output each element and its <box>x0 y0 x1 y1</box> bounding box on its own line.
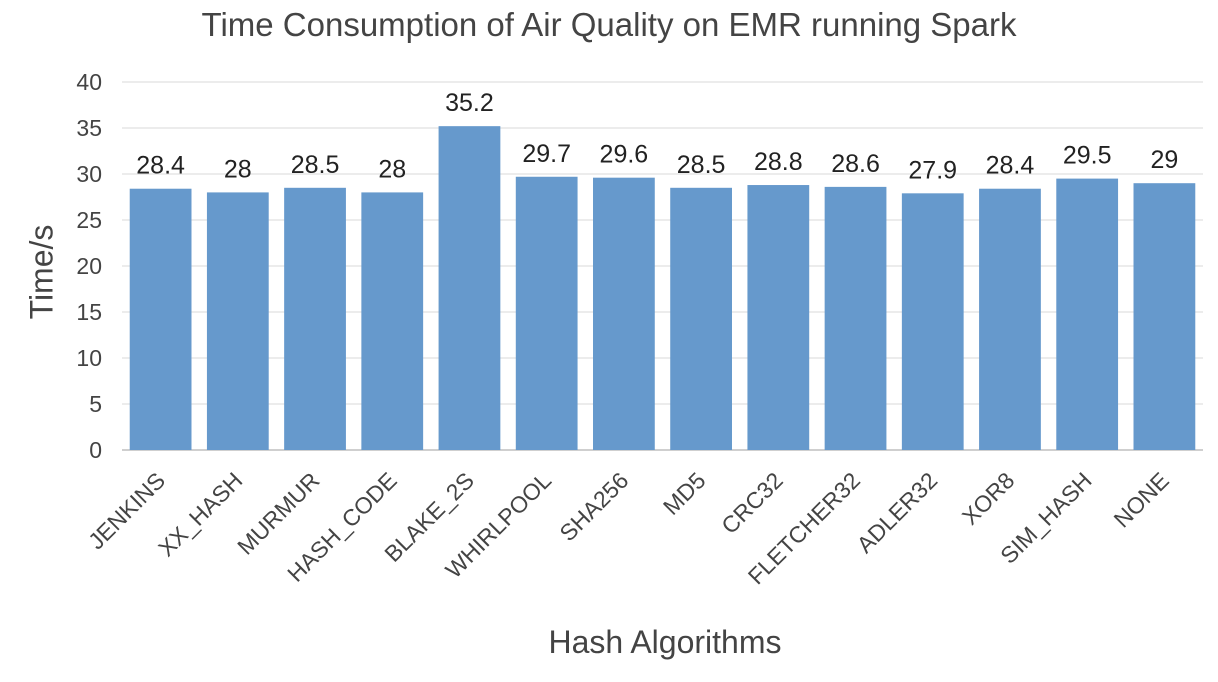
x-tick-label: MD5 <box>658 467 711 520</box>
data-label: 28 <box>378 155 406 183</box>
data-label: 28.5 <box>677 151 726 179</box>
y-tick-label: 20 <box>76 253 102 279</box>
bar <box>747 185 810 451</box>
bar <box>129 188 192 450</box>
x-tick-label: ADLER32 <box>852 467 943 558</box>
bar <box>979 188 1041 450</box>
data-label: 28.4 <box>136 152 185 180</box>
x-tick-label: XOR8 <box>957 467 1020 530</box>
chart-title: Time Consumption of Air Quality on EMR r… <box>201 6 1017 43</box>
data-label: 29.7 <box>522 140 571 168</box>
bar <box>901 193 964 450</box>
y-tick-label: 0 <box>89 437 102 463</box>
data-label: 29.5 <box>1063 142 1112 170</box>
bar <box>1056 178 1119 450</box>
y-tick-label: 5 <box>89 391 102 417</box>
data-label: 28.8 <box>754 148 803 176</box>
x-tick-label: XX_HASH <box>153 467 247 561</box>
data-label: 35.2 <box>445 89 494 117</box>
bar <box>206 192 269 450</box>
data-label: 28.4 <box>986 152 1035 180</box>
y-tick-label: 10 <box>76 345 102 371</box>
data-label: 28 <box>224 155 252 183</box>
x-tick-label: SHA256 <box>554 467 633 546</box>
bar <box>1133 183 1196 450</box>
data-label: 28.5 <box>291 151 340 179</box>
x-tick-label: NONE <box>1109 467 1174 532</box>
bar <box>824 186 887 450</box>
bar <box>284 187 346 451</box>
y-tick-label: 25 <box>76 207 102 233</box>
bar <box>515 176 578 450</box>
y-tick-label: 15 <box>76 299 102 325</box>
y-tick-label: 30 <box>76 161 102 187</box>
bar <box>670 187 732 451</box>
bar <box>361 192 424 450</box>
bar <box>438 126 501 450</box>
y-tick-label: 40 <box>76 69 102 95</box>
y-tick-label: 35 <box>76 115 102 141</box>
data-label: 27.9 <box>908 156 957 184</box>
data-label: 29.6 <box>600 141 649 169</box>
data-label: 29 <box>1150 146 1178 174</box>
data-label: 28.6 <box>831 150 880 178</box>
x-axis-label: Hash Algorithms <box>548 624 782 660</box>
bar <box>593 177 655 450</box>
x-tick-label: CRC32 <box>716 467 788 539</box>
